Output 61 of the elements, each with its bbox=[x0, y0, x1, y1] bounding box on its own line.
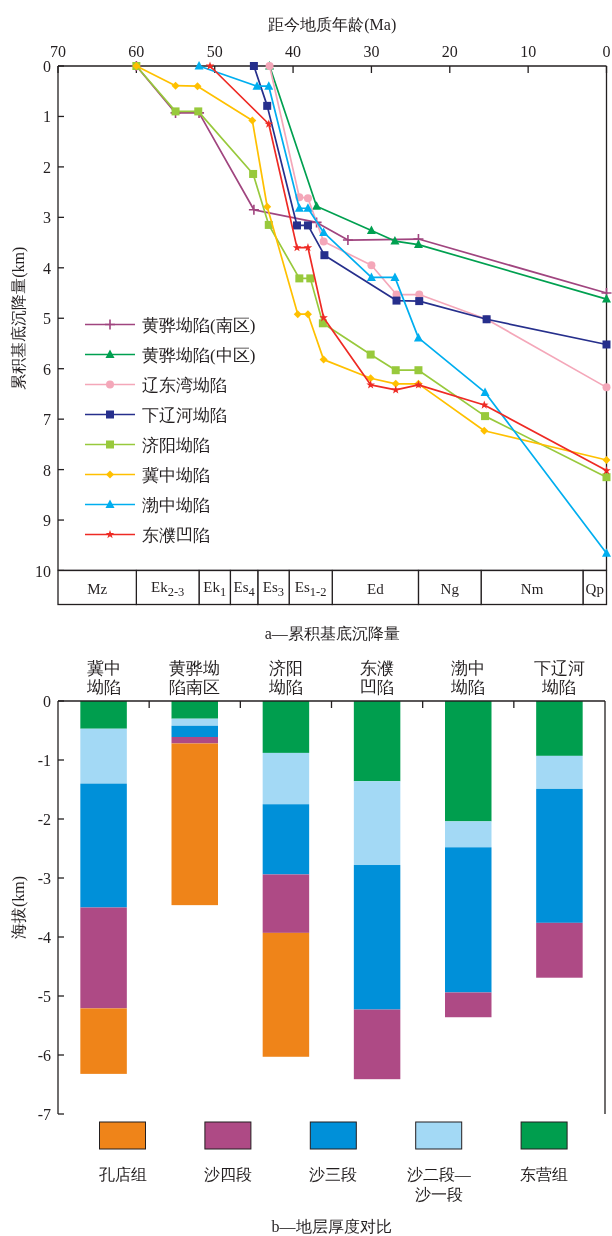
legend-label: 东濮凹陷 bbox=[142, 525, 210, 544]
y-tick-label: 3 bbox=[43, 208, 51, 226]
x-tick-label: 30 bbox=[363, 43, 380, 60]
y-tick-label: -3 bbox=[37, 869, 51, 887]
y-tick-label: 9 bbox=[43, 511, 51, 529]
legend-label: 沙四段 bbox=[203, 1165, 252, 1183]
y-tick-label: 5 bbox=[43, 309, 51, 327]
y-tick-label: 4 bbox=[43, 259, 51, 277]
text: a—累积基底沉降量 bbox=[264, 624, 400, 642]
y-tick-label: 0 bbox=[43, 692, 51, 710]
y-tick-label: 1 bbox=[43, 107, 51, 125]
series-label: Mz bbox=[87, 580, 108, 596]
y-tick-label: -4 bbox=[37, 928, 51, 946]
y-tick-label: 8 bbox=[43, 461, 51, 479]
series-label: Es$_{4}$ bbox=[233, 578, 255, 599]
text: b—地层厚度对比 bbox=[271, 1217, 392, 1235]
series-label: Ed bbox=[367, 580, 384, 596]
series-label: Es$_{3}$ bbox=[262, 578, 285, 599]
y-tick-label: -2 bbox=[37, 810, 51, 828]
series-label: Ek$_{1}$ bbox=[203, 578, 227, 599]
y-tick-label: 7 bbox=[43, 410, 51, 428]
x-tick-label: 黄骅坳陷南区 bbox=[169, 658, 221, 697]
y-axis-title: 累积基底沉降量(km) bbox=[9, 246, 28, 390]
x-tick-label: 10 bbox=[520, 43, 537, 60]
series-label: Qp bbox=[585, 580, 604, 596]
series-label: Nm bbox=[520, 580, 544, 596]
legend-label: 黄骅坳陷(南区) bbox=[142, 315, 256, 334]
x-tick-label: 渤中坳陷 bbox=[450, 658, 486, 697]
legend-label: 济阳坳陷 bbox=[142, 435, 210, 454]
series-label: Ng bbox=[440, 580, 459, 596]
x-axis-title: 距今地质年龄(Ma) bbox=[268, 15, 397, 34]
y-tick-label: -7 bbox=[37, 1105, 51, 1123]
legend-label: 孔店组 bbox=[98, 1165, 147, 1183]
x-tick-label: 济阳坳陷 bbox=[267, 658, 303, 697]
x-tick-label: 东濮凹陷 bbox=[360, 658, 395, 697]
x-tick-label: 50 bbox=[206, 43, 223, 60]
y-tick-label: -5 bbox=[37, 987, 51, 1005]
x-tick-label: 70 bbox=[50, 43, 66, 60]
legend-label: 沙三段 bbox=[309, 1165, 358, 1183]
legend-label: 渤中坳陷 bbox=[142, 495, 210, 514]
y-tick-label: -6 bbox=[37, 1046, 51, 1064]
legend-label: 下辽河坳陷 bbox=[142, 405, 227, 424]
y-tick-label: 0 bbox=[43, 57, 51, 75]
x-tick-label: 20 bbox=[441, 43, 458, 60]
y-tick-label: 10 bbox=[35, 562, 51, 579]
y-tick-label: 2 bbox=[43, 158, 51, 176]
y-tick-label: 6 bbox=[43, 360, 51, 378]
y-axis-title: 海拔(km) bbox=[9, 875, 28, 940]
x-tick-label: 0 bbox=[602, 43, 611, 60]
legend-label: 沙二段—沙一段 bbox=[406, 1165, 472, 1203]
legend-label: 冀中坳陷 bbox=[142, 465, 210, 484]
legend-label: 辽东湾坳陷 bbox=[142, 375, 227, 394]
x-tick-label: 60 bbox=[128, 43, 145, 60]
x-tick-label: 冀中坳陷 bbox=[85, 658, 121, 697]
legend-label: 东营组 bbox=[520, 1165, 569, 1183]
y-tick-label: -1 bbox=[37, 751, 51, 769]
x-tick-label: 40 bbox=[285, 43, 302, 60]
series-label: Es$_{1-2}$ bbox=[294, 578, 327, 599]
legend-label: 黄骅坳陷(中区) bbox=[142, 345, 256, 364]
series-label: Ek$_{2-3}$ bbox=[151, 578, 185, 599]
x-tick-label: 下辽河坳陷 bbox=[533, 658, 585, 697]
